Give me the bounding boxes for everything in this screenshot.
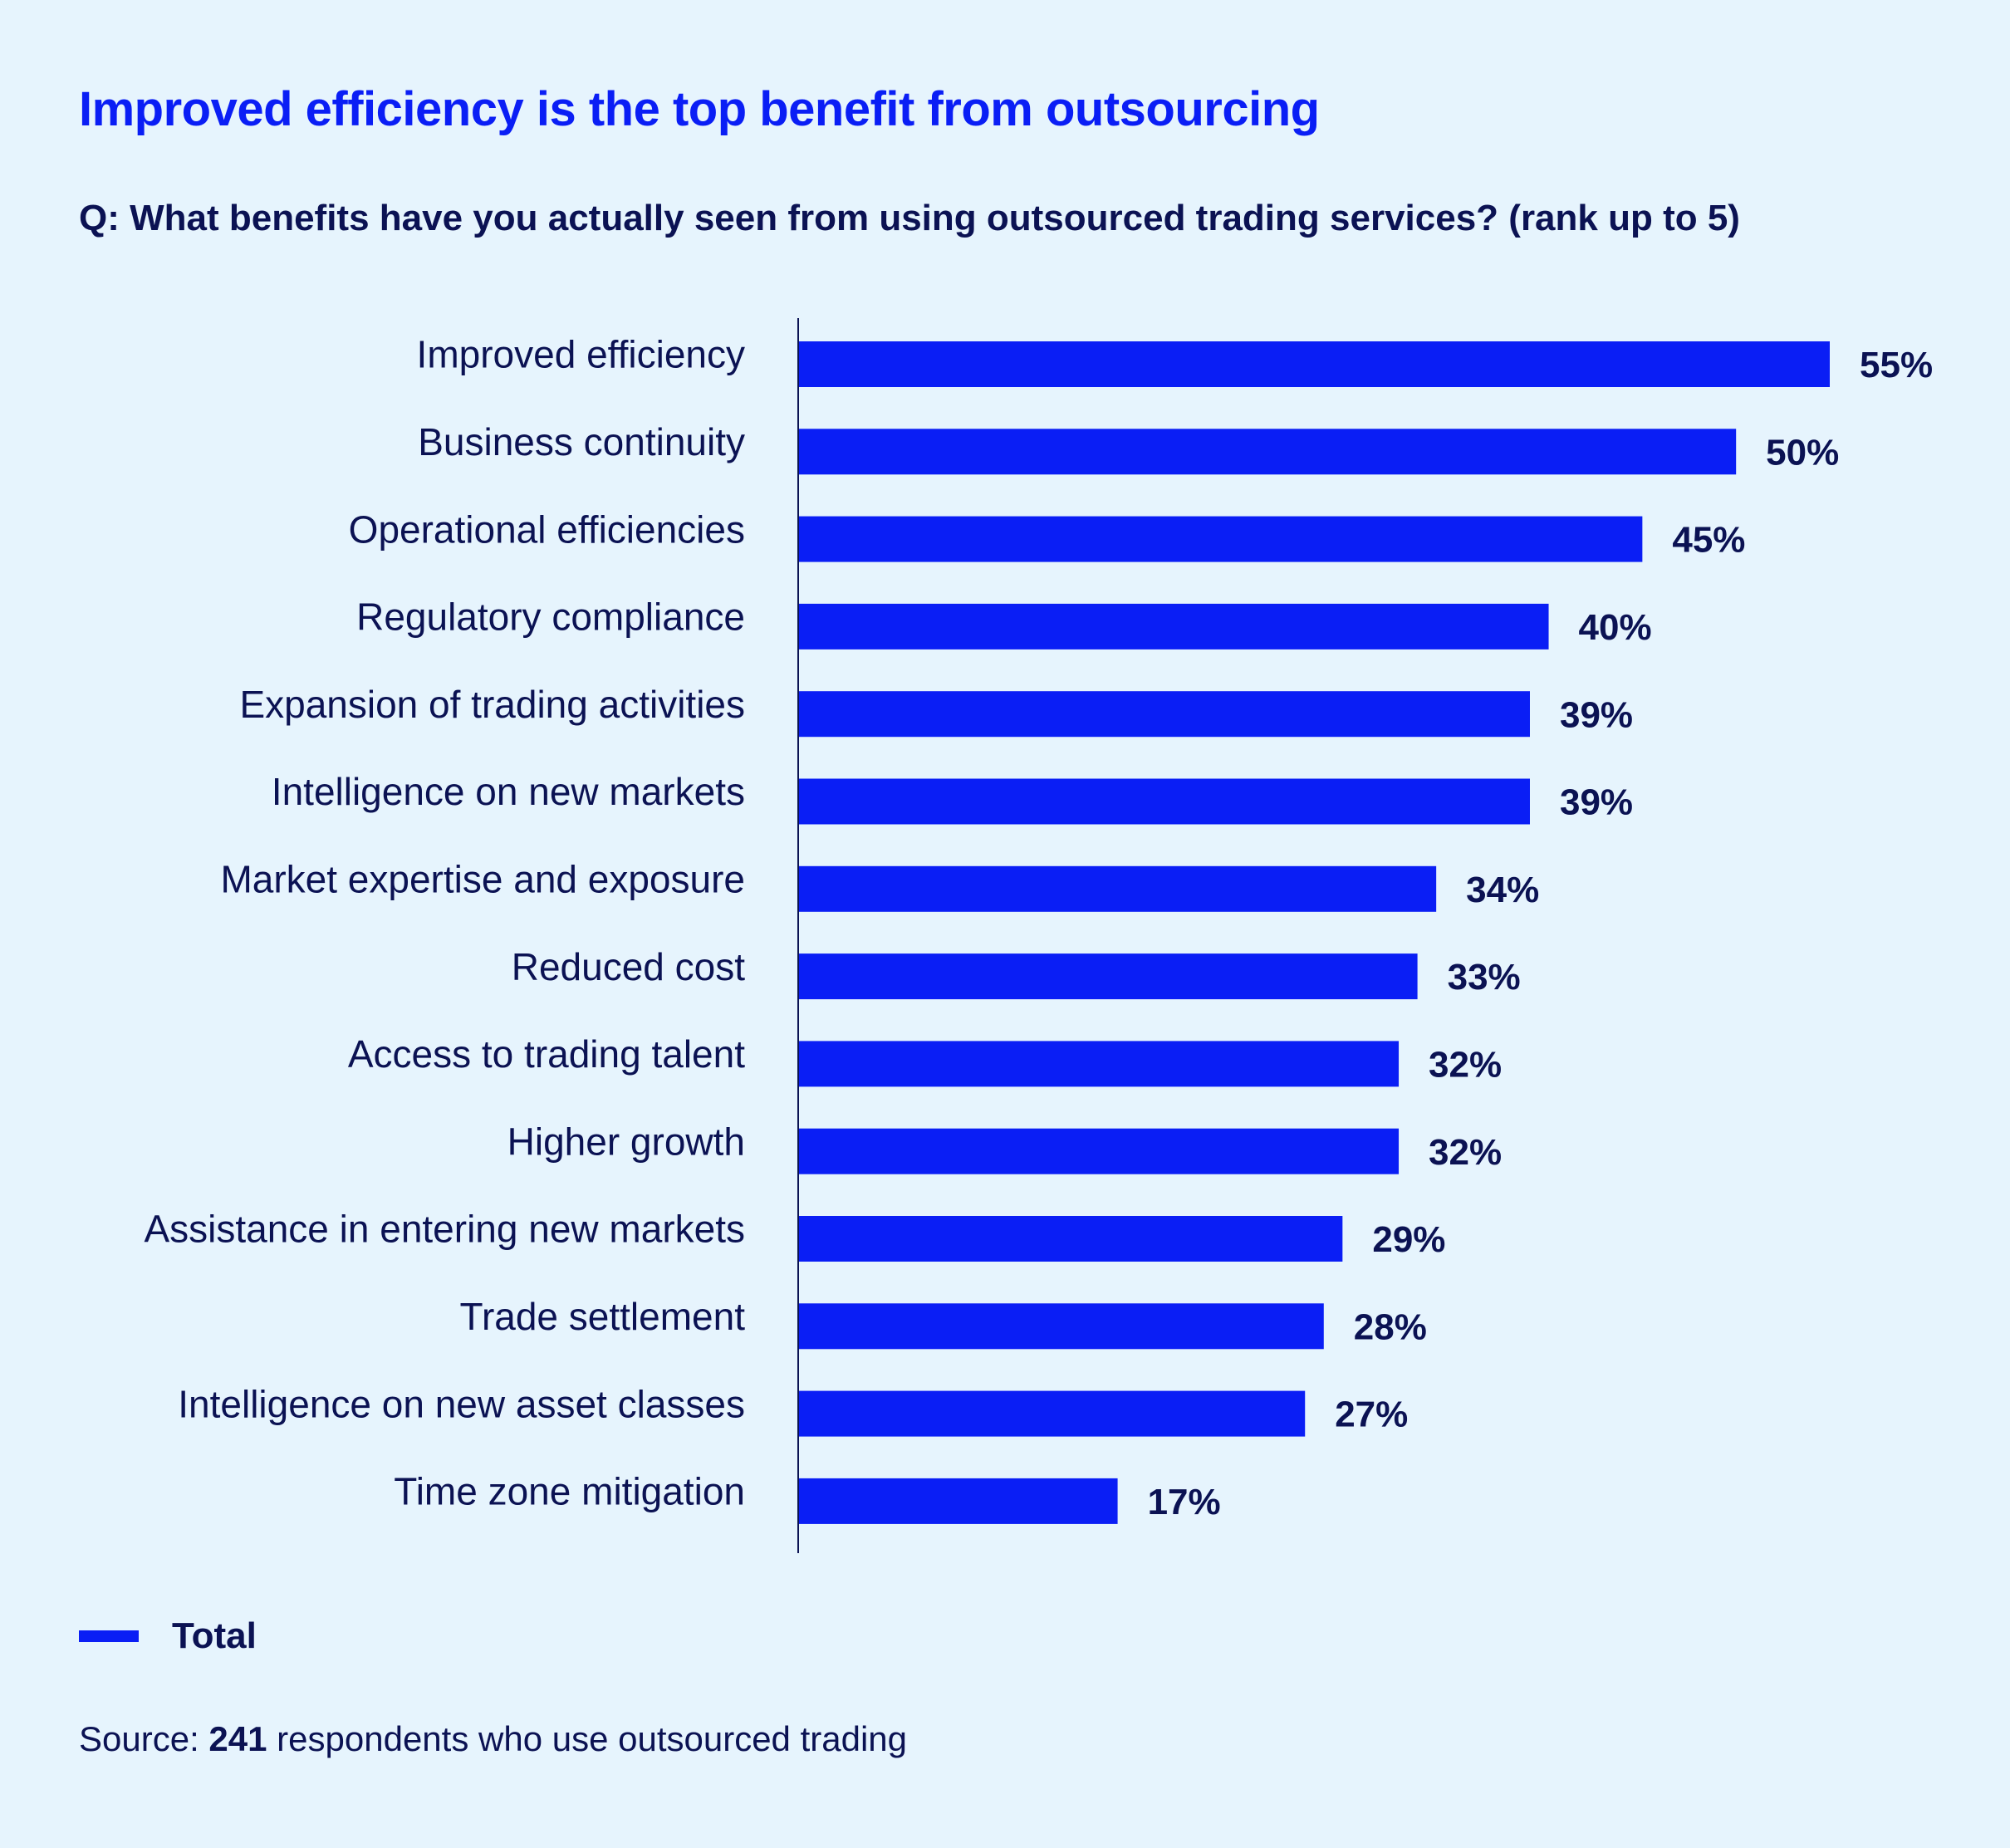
bar xyxy=(799,516,1643,562)
category-label: Regulatory compliance xyxy=(356,596,745,639)
category-label: Reduced cost xyxy=(512,945,745,988)
value-label: 39% xyxy=(1560,782,1633,823)
source-count: 241 xyxy=(208,1719,267,1758)
legend-label-total: Total xyxy=(172,1615,257,1656)
bar-chart: Improved efficiency 55% Business continuit… xyxy=(144,318,1933,1553)
bar-row: Intelligence on new asset classes 27% xyxy=(178,1382,1408,1437)
legend-swatch-total xyxy=(79,1630,139,1642)
value-label: 40% xyxy=(1579,607,1652,648)
bar xyxy=(799,953,1418,1000)
value-label: 32% xyxy=(1429,1132,1502,1173)
bar-row: Improved efficiency 55% xyxy=(417,333,1933,387)
bar xyxy=(799,1478,1118,1524)
bar-row: Business continuity 50% xyxy=(418,420,1839,475)
category-label: Intelligence on new asset classes xyxy=(178,1382,745,1425)
value-label: 28% xyxy=(1354,1306,1427,1347)
category-label: Access to trading talent xyxy=(348,1032,745,1076)
source-note: Source: 241 respondents who use outsourc… xyxy=(79,1719,907,1759)
bar-row: Time zone mitigation 17% xyxy=(394,1470,1221,1524)
bar-row: Higher growth 32% xyxy=(507,1120,1502,1174)
bar xyxy=(799,1390,1306,1437)
bar-row: Operational efficiencies 45% xyxy=(349,507,1745,562)
value-label: 27% xyxy=(1335,1395,1408,1435)
bar-row: Assistance in entering new markets 29% xyxy=(144,1208,1445,1262)
bar xyxy=(799,603,1549,649)
bar xyxy=(799,778,1530,825)
value-label: 45% xyxy=(1672,520,1745,561)
category-label: Improved efficiency xyxy=(417,333,745,376)
bar-row: Trade settlement 28% xyxy=(460,1295,1427,1350)
bar xyxy=(799,341,1830,387)
category-label: Business continuity xyxy=(418,420,745,463)
category-label: Assistance in entering new markets xyxy=(144,1208,745,1251)
bar xyxy=(799,429,1737,475)
bar-row: Market expertise and exposure 34% xyxy=(220,857,1539,912)
bar-row: Access to trading talent 32% xyxy=(348,1032,1502,1087)
bar xyxy=(799,1303,1324,1350)
bar xyxy=(799,1041,1400,1087)
bar xyxy=(799,1128,1400,1174)
chart-subtitle: Q: What benefits have you actually seen … xyxy=(79,198,1740,238)
bar-row: Regulatory compliance 40% xyxy=(356,596,1652,649)
chart-title: Improved efficiency is the top benefit f… xyxy=(79,82,1320,136)
source-suffix: respondents who use outsourced trading xyxy=(267,1719,907,1758)
value-label: 33% xyxy=(1448,957,1521,998)
value-label: 32% xyxy=(1429,1045,1502,1086)
value-label: 29% xyxy=(1372,1219,1445,1260)
bar xyxy=(799,691,1530,738)
value-label: 39% xyxy=(1560,694,1633,735)
bar-row: Intelligence on new markets 39% xyxy=(272,770,1633,825)
legend: Total xyxy=(79,1615,257,1657)
bars-group: Improved efficiency 55% Business continuit… xyxy=(144,333,1933,1524)
category-label: Market expertise and exposure xyxy=(220,857,745,900)
category-label: Intelligence on new markets xyxy=(272,770,745,813)
source-prefix: Source: xyxy=(79,1719,209,1758)
category-label: Operational efficiencies xyxy=(349,507,745,551)
value-label: 55% xyxy=(1860,345,1933,385)
value-label: 34% xyxy=(1466,870,1539,910)
category-label: Higher growth xyxy=(507,1120,745,1163)
bar-row: Reduced cost 33% xyxy=(512,945,1521,1000)
category-label: Trade settlement xyxy=(460,1295,746,1338)
bar-row: Expansion of trading activities 39% xyxy=(239,683,1633,738)
value-label: 50% xyxy=(1766,432,1839,473)
bar xyxy=(799,1216,1343,1262)
bar xyxy=(799,865,1437,912)
category-label: Time zone mitigation xyxy=(394,1470,745,1513)
value-label: 17% xyxy=(1148,1482,1221,1522)
category-label: Expansion of trading activities xyxy=(239,683,745,726)
